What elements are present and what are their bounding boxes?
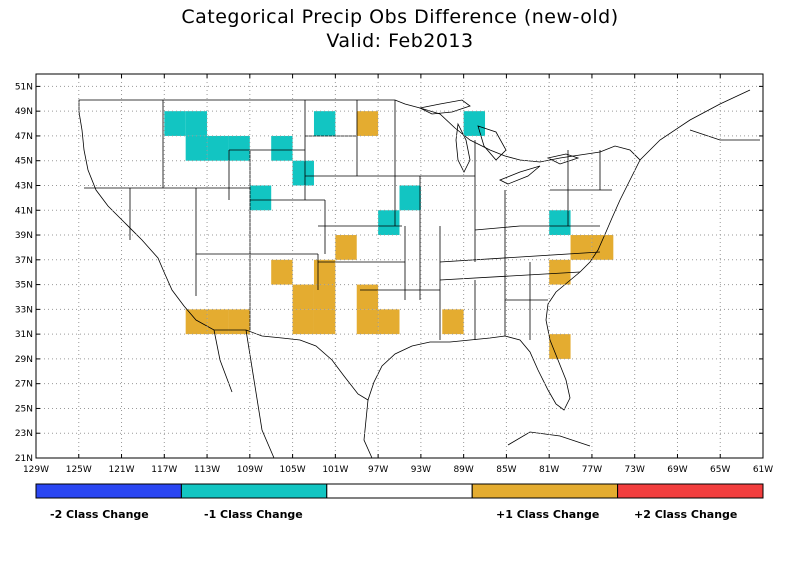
lon-label: 69W [667, 465, 687, 475]
cell-plus1 [356, 284, 379, 310]
cuba [507, 431, 591, 447]
lon-label: 77W [582, 465, 602, 475]
lon-label: 121W [108, 465, 134, 475]
lon-label: 101W [322, 465, 348, 475]
legend-label-minus2: -2 Class Change [50, 508, 149, 521]
lon-label: 125W [66, 465, 92, 475]
cell-plus1 [207, 309, 229, 335]
lake-huron [477, 125, 507, 161]
cell-minus1 [271, 135, 293, 161]
legend-label-plus1: +1 Class Change [496, 508, 600, 521]
cell-minus1 [164, 111, 186, 136]
legend-swatch-zero [326, 483, 473, 499]
legend-label-minus1: -1 Class Change [204, 508, 303, 521]
chart-subtitle: Valid: Feb2013 [326, 30, 474, 52]
cell-plus1 [313, 309, 336, 335]
lat-label: 27N [15, 380, 33, 390]
lat-label: 21N [15, 454, 33, 464]
lon-label: 61W [753, 465, 773, 475]
cell-plus1 [591, 235, 614, 260]
lon-label: 97W [368, 465, 388, 475]
cell-plus1 [292, 284, 314, 310]
lat-label: 25N [15, 404, 33, 414]
legend-swatch-plus1 [471, 483, 619, 499]
cell-minus1 [399, 185, 421, 211]
legend-label-plus2: +2 Class Change [634, 508, 738, 521]
lon-label: 113W [194, 465, 220, 475]
cell-plus1 [313, 284, 336, 310]
lon-label: 109W [237, 465, 263, 475]
lon-label: 73W [625, 465, 645, 475]
lat-label: 33N [15, 305, 33, 315]
lat-label: 45N [15, 157, 33, 167]
lon-label: 129W [23, 465, 49, 475]
cell-minus1 [463, 111, 486, 136]
lake-michigan [455, 122, 471, 173]
latitude-labels: 21N 23N 25N 27N 29N 31N 33N 35N 37N 39N 41N 43N 45N 4… [15, 82, 33, 464]
canada-coast [689, 129, 760, 141]
cell-minus1 [313, 111, 336, 136]
lake-superior [418, 99, 471, 115]
canada-coast [639, 89, 751, 161]
lat-label: 29N [15, 355, 33, 365]
axis-ticks [35, 74, 764, 459]
state-line [439, 251, 601, 263]
cell-plus1 [549, 259, 571, 285]
cell-minus1 [228, 135, 250, 161]
legend-swatch-minus2 [35, 483, 182, 499]
cell-plus1 [228, 309, 250, 335]
cell-plus1 [570, 235, 592, 260]
cell-minus1 [292, 160, 314, 186]
cell-plus1 [356, 111, 379, 136]
lon-label: 93W [411, 465, 431, 475]
lat-label: 39N [15, 231, 33, 241]
lat-label: 23N [15, 429, 33, 439]
cell-minus1 [185, 135, 208, 161]
lon-label: 89W [453, 465, 473, 475]
lat-label: 47N [15, 132, 33, 142]
lon-label: 85W [496, 465, 516, 475]
lat-label: 31N [15, 330, 33, 340]
lat-label: 43N [15, 181, 33, 191]
lat-label: 51N [15, 82, 33, 92]
legend-swatch-minus1 [180, 483, 328, 499]
cell-minus1 [185, 111, 208, 136]
cell-minus1 [378, 210, 400, 236]
lake-erie [499, 165, 541, 185]
mexico-coast [363, 399, 373, 459]
map-frame [35, 73, 764, 459]
lon-label: 105W [280, 465, 306, 475]
cell-plus1 [313, 259, 336, 285]
cell-plus1 [549, 334, 571, 359]
cell-plus1 [356, 309, 379, 335]
difference-cells [164, 111, 614, 359]
cell-plus1 [335, 235, 357, 260]
legend-colorbar [35, 483, 764, 499]
longitude-labels: 129W 125W 121W 117W 113W 109W 105W 101W 97W 93W 89… [23, 465, 773, 475]
cell-minus1 [249, 185, 272, 211]
cell-plus1 [185, 309, 208, 335]
lat-label: 49N [15, 107, 33, 117]
cell-minus1 [207, 135, 229, 161]
chart-title: Categorical Precip Obs Difference (new-o… [181, 6, 619, 28]
lake-ontario [546, 153, 580, 165]
state-line [474, 225, 521, 231]
cell-plus1 [378, 309, 400, 335]
lat-label: 35N [15, 281, 33, 291]
lat-label: 37N [15, 256, 33, 266]
legend-swatch-plus2 [617, 483, 764, 499]
lon-label: 117W [151, 465, 177, 475]
lon-label: 81W [539, 465, 559, 475]
lat-label: 41N [15, 206, 33, 216]
lat-lon-grid [36, 74, 763, 458]
lon-label: 65W [710, 465, 730, 475]
cell-minus1 [549, 210, 571, 236]
us-outline [78, 99, 641, 411]
state-boundaries [78, 89, 760, 459]
mexico-coast [213, 329, 233, 393]
cell-plus1 [271, 259, 293, 285]
cell-plus1 [292, 309, 314, 335]
cell-plus1 [442, 309, 464, 335]
